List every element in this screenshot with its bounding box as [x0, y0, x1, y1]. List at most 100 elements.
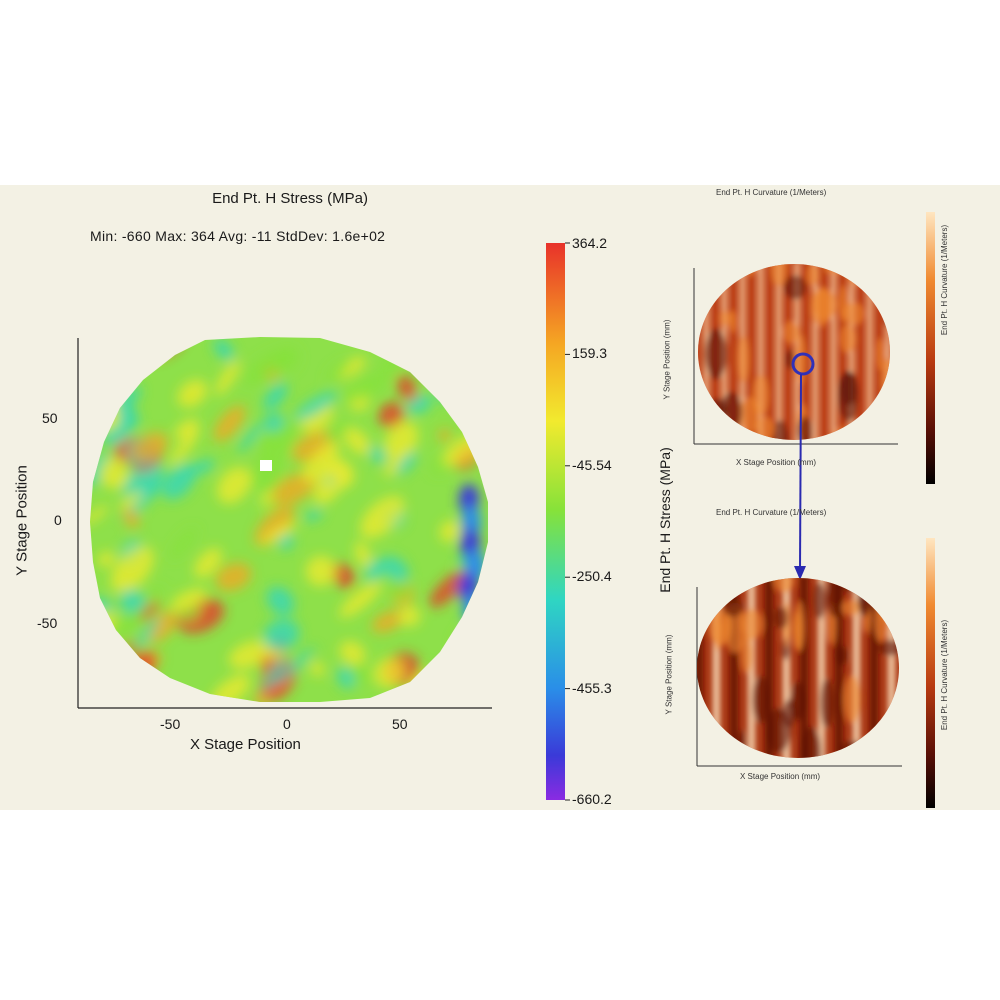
stress-texture-blob	[344, 427, 370, 455]
curvature-texture-blob	[701, 578, 716, 604]
curvature-texture-blob	[737, 335, 750, 384]
stress-texture-blob	[304, 509, 323, 522]
stress-texture-blob	[266, 586, 295, 616]
curvature-texture-blob	[813, 582, 826, 619]
zoom-arrow-line	[799, 373, 802, 571]
panel-b-colorbar	[926, 538, 935, 808]
colorbar-tick-3: -45.54	[572, 457, 612, 473]
stress-texture-blob	[384, 421, 419, 460]
curvature-texture-blob	[884, 305, 890, 328]
stress-texture-blob	[146, 611, 177, 643]
colorbar-tick-5: -455.3	[572, 680, 612, 696]
curvature-texture-blob	[875, 337, 886, 371]
stress-texture-blob	[213, 339, 235, 361]
stress-texture-blob	[305, 555, 337, 587]
stress-texture-blob	[113, 660, 139, 687]
curvature-stripe	[697, 578, 703, 758]
curvature-texture-blob	[698, 272, 709, 317]
curvature-stripe	[849, 264, 854, 440]
zoom-arrow-head	[794, 566, 806, 580]
curvature-texture-blob	[774, 606, 789, 630]
curvature-stripe	[747, 578, 756, 758]
stress-texture-blob	[263, 619, 300, 652]
curvature-texture-blob	[839, 324, 856, 354]
curvature-stripe	[867, 264, 872, 440]
curvature-texture-blob	[705, 264, 727, 287]
curvature-texture-blob	[813, 288, 837, 321]
stress-texture-blob	[467, 398, 484, 410]
stress-texture-blob	[121, 480, 163, 519]
panel-a-colorbar	[926, 212, 935, 484]
panel-b-colorbar-label: End Pt. H Curvature (1/Meters)	[940, 619, 949, 731]
stress-texture-blob	[123, 508, 140, 528]
stress-texture-blob	[365, 559, 385, 582]
curvature-stripe	[712, 578, 721, 758]
stress-texture-blob	[99, 456, 132, 489]
stress-texture-blob	[438, 429, 451, 442]
panel-a-heatmap	[698, 264, 890, 440]
stress-texture-blob	[339, 582, 382, 618]
stress-texture-blob	[177, 379, 208, 408]
curvature-stripe	[822, 264, 827, 440]
x-tick-50: 50	[392, 716, 408, 732]
curvature-texture-blob	[698, 402, 711, 440]
stress-texture-blob	[378, 402, 405, 429]
curvature-stripe	[804, 264, 809, 440]
curvature-texture-blob	[698, 275, 708, 313]
main-chart-stats: Min: -660 Max: 364 Avg: -11 StdDev: 1.6e…	[90, 228, 386, 244]
stress-texture-blob	[249, 459, 284, 492]
stress-texture-blob	[110, 546, 154, 593]
colorbar-tick-2: 159.3	[572, 345, 608, 361]
main-wafer-notch-marker	[260, 460, 272, 471]
curvature-texture-blob	[873, 602, 890, 642]
stress-texture-blob	[190, 459, 215, 475]
curvature-stripe	[765, 578, 773, 758]
curvature-stripe	[782, 578, 791, 758]
curvature-texture-blob	[834, 645, 849, 666]
curvature-texture-blob	[782, 320, 800, 344]
colorbar-tick-6: -660.2	[572, 791, 612, 807]
main-colorbar	[546, 243, 565, 800]
stress-texture-blob	[381, 556, 409, 582]
stress-texture-blob	[170, 427, 200, 466]
main-wafer-map	[90, 337, 488, 702]
colorbar-tick-1: 364.2	[572, 235, 608, 251]
curvature-texture-blob	[843, 674, 861, 724]
stress-texture-blob	[90, 676, 111, 702]
curvature-texture-blob	[771, 419, 790, 440]
stress-texture-blob	[384, 455, 402, 478]
curvature-texture-blob	[842, 302, 866, 326]
stress-texture-blob	[122, 462, 164, 499]
stress-texture-blob	[373, 657, 405, 688]
stress-texture-blob	[371, 610, 404, 633]
curvature-texture-blob	[722, 598, 744, 617]
curvature-texture-blob	[698, 386, 706, 432]
curvature-texture-blob	[847, 264, 863, 286]
stress-texture-blob	[342, 373, 388, 403]
stress-texture-blob	[456, 352, 488, 387]
curvature-texture-blob	[796, 416, 813, 440]
curvature-texture-blob	[697, 578, 706, 603]
curvature-texture-blob	[783, 275, 807, 300]
panel-a-y-label: Y Stage Position (mm)	[662, 319, 672, 400]
stress-texture-blob	[254, 505, 295, 547]
stress-texture-blob	[126, 337, 168, 362]
curvature-stripe	[858, 264, 863, 440]
panel-a-title: End Pt. H Curvature (1/Meters)	[716, 188, 827, 197]
stress-texture-blob	[426, 666, 456, 697]
panel-b-heatmap	[697, 578, 899, 758]
y-tick-50: 50	[42, 410, 58, 426]
stress-texture-blob	[462, 653, 483, 670]
y-tick-0: 0	[54, 512, 62, 528]
curvature-texture-blob	[840, 370, 857, 406]
panel-a-colorbar-label: End Pt. H Curvature (1/Meters)	[940, 224, 949, 336]
stress-texture-blob	[278, 534, 295, 550]
curvature-texture-blob	[740, 608, 764, 640]
stress-texture-blob	[434, 366, 458, 390]
curvature-stripe	[767, 264, 772, 440]
colorbar-label: End Pt. H Stress (MPa)	[657, 447, 673, 593]
curvature-stripe	[800, 578, 808, 758]
zoom-circle	[791, 352, 815, 376]
curvature-texture-blob	[719, 391, 743, 432]
